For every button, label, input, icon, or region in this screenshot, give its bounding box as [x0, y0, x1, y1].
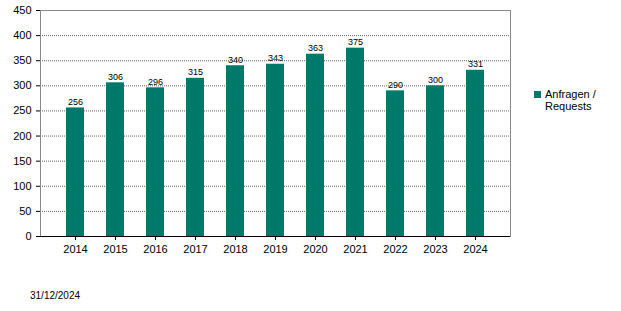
svg-text:2020: 2020 — [303, 243, 327, 255]
svg-text:343: 343 — [268, 53, 283, 63]
svg-text:450: 450 — [13, 4, 31, 16]
svg-text:256: 256 — [68, 97, 83, 107]
svg-text:2018: 2018 — [223, 243, 247, 255]
svg-text:2022: 2022 — [383, 243, 407, 255]
svg-text:290: 290 — [388, 80, 403, 90]
svg-text:2023: 2023 — [423, 243, 447, 255]
svg-text:100: 100 — [13, 180, 31, 192]
svg-text:2014: 2014 — [63, 243, 87, 255]
svg-text:315: 315 — [188, 67, 203, 77]
svg-text:350: 350 — [13, 54, 31, 66]
svg-text:2019: 2019 — [263, 243, 287, 255]
svg-text:2024: 2024 — [463, 243, 487, 255]
svg-text:200: 200 — [13, 130, 31, 142]
svg-text:250: 250 — [13, 104, 31, 116]
svg-text:300: 300 — [13, 79, 31, 91]
html-text:Anfragen / Requests: Anfragen / Requests — [545, 88, 596, 112]
svg-text:150: 150 — [13, 155, 31, 167]
svg-text:296: 296 — [148, 77, 163, 87]
svg-text:2015: 2015 — [103, 243, 127, 255]
svg-text:0: 0 — [25, 230, 31, 242]
svg-text:2016: 2016 — [143, 243, 167, 255]
svg-text:375: 375 — [348, 37, 363, 47]
svg-text:50: 50 — [19, 205, 31, 217]
svg-text:331: 331 — [468, 59, 483, 69]
svg-text:400: 400 — [13, 29, 31, 41]
svg-text:300: 300 — [428, 75, 443, 85]
svg-text:340: 340 — [228, 55, 243, 65]
svg-text:2021: 2021 — [343, 243, 367, 255]
html-text:31/12/2024: 31/12/2024 — [30, 290, 81, 301]
svg-text:2017: 2017 — [183, 243, 207, 255]
svg-text:363: 363 — [308, 43, 323, 53]
svg-text:306: 306 — [108, 72, 123, 82]
